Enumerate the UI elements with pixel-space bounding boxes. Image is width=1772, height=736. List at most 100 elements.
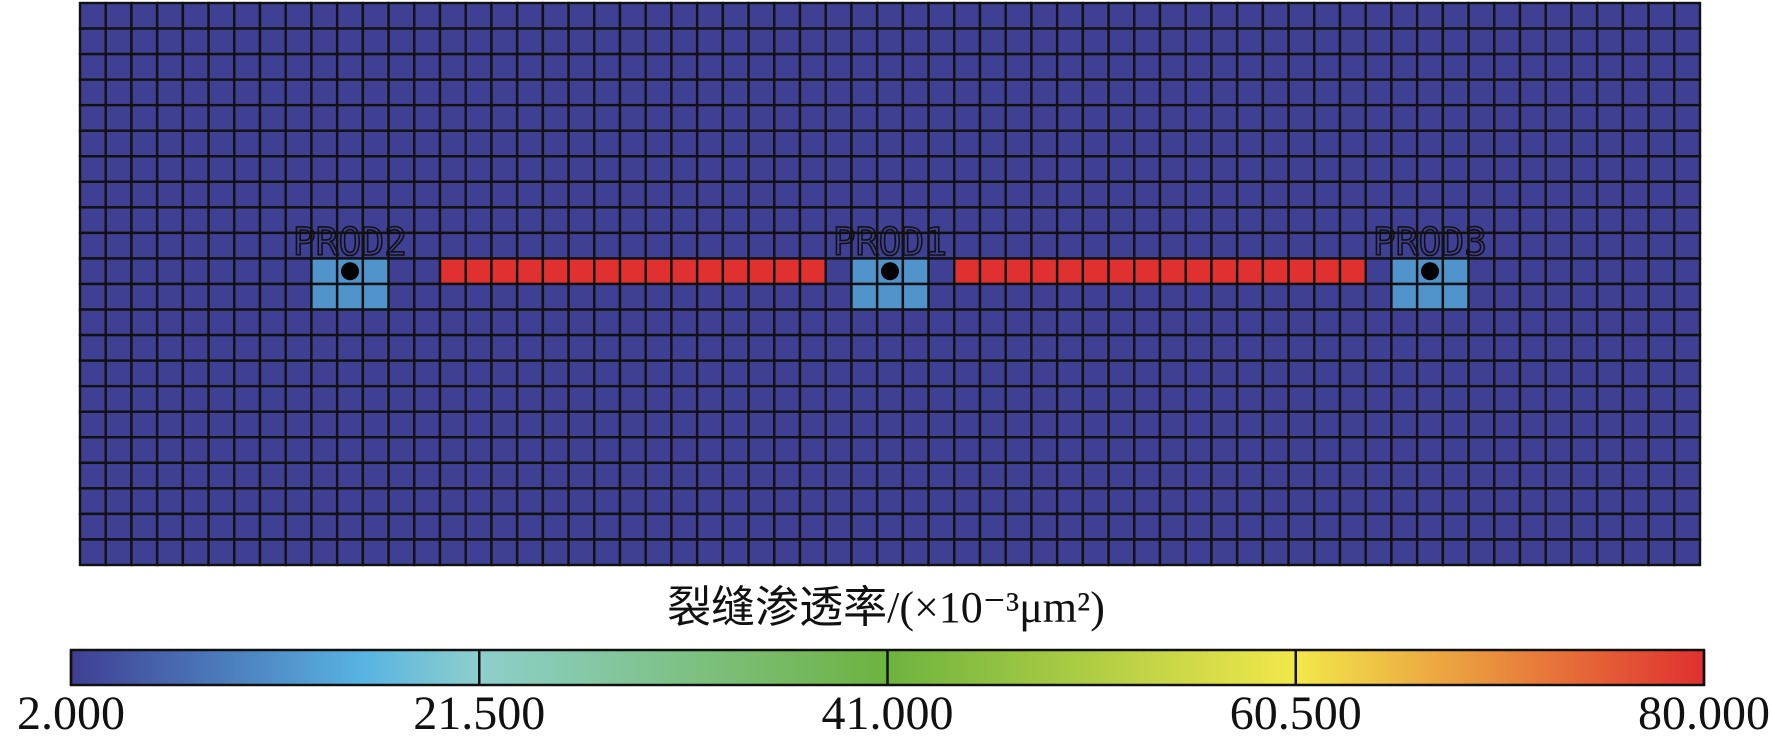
cell [1364,155,1393,184]
cell [387,384,416,413]
cell [1210,78,1239,107]
cell [541,155,570,184]
cell [490,359,519,388]
cell [387,129,416,158]
cell [1133,436,1162,465]
cell [233,436,262,465]
cell [233,257,262,286]
cell [1493,410,1522,439]
cell [181,1,210,30]
cell [567,27,596,56]
cell [567,206,596,235]
cell [1544,78,1573,107]
cell [284,410,313,439]
cell [1055,155,1085,184]
cell [387,333,416,362]
cell [1030,410,1059,439]
cell [130,487,159,516]
cell [1621,410,1650,439]
cell [1467,461,1496,490]
cell [490,129,519,158]
cell [747,384,776,413]
cell [1467,1,1496,30]
cell [1493,512,1522,541]
cell [695,206,725,235]
cell [1107,333,1136,362]
cell [644,538,673,567]
cell [104,282,133,311]
cell [233,538,262,567]
cell [567,461,596,490]
cell [335,129,365,158]
cell [670,103,699,132]
cell [104,257,133,286]
cell [670,52,699,81]
cell [233,27,262,56]
cell [798,538,827,567]
cell [567,103,596,132]
cell [721,436,750,465]
cell [1030,512,1059,541]
cell [1313,384,1342,413]
cell [670,461,699,490]
cell [618,512,647,541]
cell [875,461,905,490]
cell [1364,78,1393,107]
cell [1364,384,1393,413]
cell [593,436,622,465]
well-marker [881,262,899,281]
cell [1004,1,1033,30]
cell [515,538,545,567]
cell [670,231,699,260]
cell [695,436,725,465]
cell [1055,231,1085,260]
cell [130,257,159,286]
cell [361,333,390,362]
cell [1415,487,1445,516]
cell [747,359,776,388]
cell [207,436,236,465]
cell [181,436,210,465]
cell [104,384,133,413]
cell [1133,52,1162,81]
cell [773,487,802,516]
cell [310,103,339,132]
cell [1287,461,1316,490]
cell [1544,333,1573,362]
cell [773,103,802,132]
cell [1184,384,1213,413]
cell [1210,206,1239,235]
cell [1338,359,1367,388]
cell [618,436,647,465]
cell [798,487,827,516]
cell [438,52,467,81]
cell [1313,231,1342,260]
cell [927,333,956,362]
cell [901,333,930,362]
cell [695,359,725,388]
cell [1544,487,1573,516]
cell [927,487,956,516]
cell [1467,512,1496,541]
cell [773,384,802,413]
cell [207,78,236,107]
cell [1055,282,1085,311]
cell [1081,52,1110,81]
cell [953,129,982,158]
cell [1081,155,1110,184]
cell [207,308,236,337]
cell [1184,359,1213,388]
cell [798,308,827,337]
cell [567,282,596,311]
cell [978,512,1007,541]
cell [644,257,673,286]
cell [670,487,699,516]
cell [1647,384,1676,413]
cell [1287,512,1316,541]
cell [1595,359,1625,388]
cell [438,206,467,235]
cell [1621,538,1650,567]
cell [593,282,622,311]
cell [1235,103,1265,132]
cell [1493,308,1522,337]
